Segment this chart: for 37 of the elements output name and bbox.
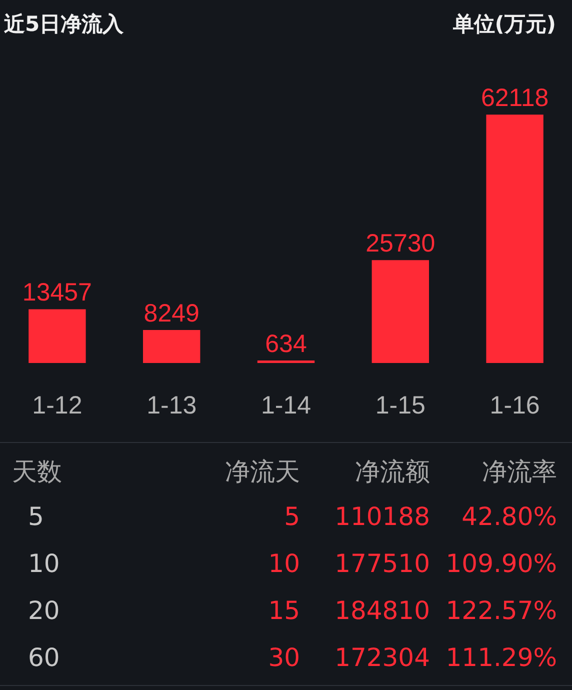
chart-title: 近5日净流入 — [4, 11, 124, 38]
x-tick-label: 1-15 — [375, 392, 426, 420]
text: 122.57% — [446, 596, 557, 625]
text: 109.90% — [446, 549, 557, 578]
text: 177510 — [334, 549, 430, 578]
text: 172304 — [334, 643, 430, 672]
data-label: 8249 — [144, 300, 200, 328]
bar — [143, 330, 200, 363]
category-label: 5 — [28, 502, 44, 531]
text: 42.80% — [462, 502, 557, 531]
text: 30 — [268, 643, 300, 672]
text: 10 — [268, 549, 300, 578]
x-tick-label: 1-13 — [146, 392, 197, 420]
category-label: 60 — [28, 643, 60, 672]
text: 15 — [268, 596, 300, 625]
data-label: 62118 — [480, 84, 549, 112]
bar — [486, 114, 544, 363]
text: 5 — [284, 502, 300, 531]
category-label: 净流天 — [225, 456, 300, 488]
bar — [372, 260, 429, 363]
data-label: 634 — [265, 330, 307, 358]
text: 111.29% — [446, 643, 557, 672]
text: 110188 — [334, 502, 430, 531]
text: 184810 — [334, 596, 430, 625]
data-label: 25730 — [366, 230, 436, 258]
y-axis-title: 单位(万元) — [452, 11, 556, 38]
category-label: 20 — [28, 596, 60, 625]
data-label: 13457 — [22, 278, 92, 307]
category-label: 净流额 — [355, 456, 430, 488]
x-tick-label: 1-12 — [32, 392, 82, 420]
x-tick-label: 1-14 — [260, 392, 312, 420]
bar — [257, 360, 315, 363]
bar — [28, 309, 86, 363]
category-label: 净流率 — [482, 456, 557, 488]
category-label: 天数 — [12, 456, 62, 488]
category-label: 10 — [28, 549, 60, 578]
x-tick-label: 1-16 — [490, 392, 540, 420]
